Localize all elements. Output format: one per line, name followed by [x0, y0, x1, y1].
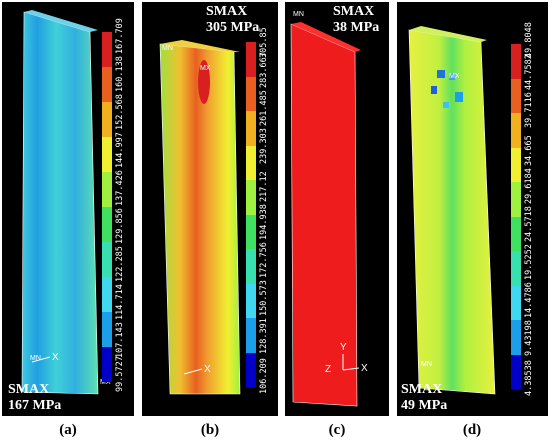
svg-text:X: X: [361, 363, 368, 374]
colorbar-tick: 122.285: [115, 246, 125, 282]
plate-c-graphic: MN Y X Z: [290, 11, 368, 407]
colorbar-b: [246, 42, 256, 387]
colorbar-tick: 150.573: [259, 280, 269, 316]
colorbar-tick: 9.43198: [524, 320, 534, 356]
svg-text:MN: MN: [30, 355, 41, 362]
plate-d-top-edge: [409, 26, 487, 42]
colorbar-tick: 239.303: [259, 128, 269, 164]
colorbar-a: [102, 32, 112, 382]
triad-x-axis: [342, 367, 360, 371]
colorbar-tick: 261.485: [259, 90, 269, 126]
colorbar-tick: 114.714: [115, 284, 125, 320]
colorbar-tick: 144.997: [115, 132, 125, 168]
svg-text:MN: MN: [162, 45, 173, 52]
svg-text:MN: MN: [421, 361, 432, 368]
colorbar-d: [511, 44, 521, 389]
svg-text:X: X: [204, 364, 211, 375]
svg-text:Y: Y: [340, 342, 347, 353]
colorbar-tick: 49.8048: [524, 22, 534, 58]
colorbar-tick: 152.568: [115, 94, 125, 130]
colorbar-tick: 39.7116: [524, 92, 534, 128]
colorbar-tick: 14.4786: [524, 282, 534, 318]
colorbar-tick: 44.7582: [524, 54, 534, 90]
smax-annotation: SMAX 49 MPa: [401, 382, 447, 414]
colorbar-tick: 137.426: [115, 170, 125, 206]
colorbar-tick: 34.665: [524, 135, 534, 166]
plate-d-graphic: MN MX: [408, 26, 496, 395]
caption-d: (d): [462, 422, 482, 438]
colorbar-tick: 24.5718: [524, 206, 534, 242]
smax-annotation: SMAX 38 MPa: [333, 4, 379, 36]
colorbar-tick: 194.938: [259, 204, 269, 240]
colorbar-tick: 160.138: [115, 56, 125, 92]
smax-annotation: SMAX 167 MPa: [8, 382, 61, 414]
stress-plot-panel-b: MN MX X 106.209 128.391 150.573 172.756 …: [142, 2, 278, 416]
caption-c: (c): [328, 422, 346, 438]
colorbar-tick: 99.5727: [115, 356, 125, 392]
colorbar-tick: 217.12: [259, 171, 269, 202]
plate-b-graphic: MN MX X: [159, 40, 241, 395]
colorbar-tick: 4.38538: [524, 360, 534, 396]
smax-label: SMAX: [401, 382, 443, 397]
smax-label: SMAX: [333, 4, 375, 19]
plate-a-top-edge: [24, 10, 98, 32]
plate-a-graphic: X MN MX: [21, 10, 111, 395]
colorbar-tick: 305.85: [259, 27, 269, 58]
plate-c-surface: [290, 23, 358, 407]
stress-plot-panel-d: MN MX 4.38538 9.43198 14.4786 19.5252 24…: [397, 2, 548, 416]
colorbar-tick: 167.709: [115, 18, 125, 54]
colorbar-tick: 106.209: [259, 358, 269, 394]
smax-label: SMAX: [8, 382, 50, 397]
svg-text:MX: MX: [200, 65, 211, 72]
plate-a-surface: [21, 11, 99, 395]
svg-text:MN: MN: [293, 11, 304, 18]
stress-plot-panel-c: MN Y X Z SMAX 38 MPa: [285, 2, 389, 416]
colorbar-tick: 128.391: [259, 318, 269, 354]
plate-c-top-edge: [291, 22, 361, 52]
colorbar-tick: 19.5252: [524, 244, 534, 280]
smax-annotation: SMAX 305 MPa: [206, 4, 259, 36]
caption-a: (a): [59, 422, 77, 438]
plate-d-surface: [408, 29, 496, 395]
stress-plot-panel-a: X MN MX 99.5727 107.143 114.714 122.285 …: [2, 2, 134, 416]
svg-text:Z: Z: [325, 364, 331, 375]
smax-value: 167 MPa: [8, 398, 62, 413]
smax-label: SMAX: [206, 4, 248, 19]
colorbar-tick: 107.143: [115, 322, 125, 358]
colorbar-tick: 172.756: [259, 242, 269, 278]
plate-b-hotspot: [198, 60, 210, 104]
triad-x-axis: [31, 356, 51, 363]
svg-text:X: X: [52, 352, 59, 363]
smax-value: 49 MPa: [401, 398, 448, 413]
svg-text:MX: MX: [100, 379, 111, 386]
colorbar-tick: 29.6184: [524, 168, 534, 204]
plate-b-top-edge: [160, 40, 240, 52]
smax-value: 305 MPa: [206, 20, 260, 35]
smax-value: 38 MPa: [333, 20, 380, 35]
svg-text:MX: MX: [449, 73, 460, 80]
colorbar-tick: 129.856: [115, 208, 125, 244]
caption-b: (b): [200, 422, 220, 438]
triad-x-axis: [183, 368, 203, 375]
